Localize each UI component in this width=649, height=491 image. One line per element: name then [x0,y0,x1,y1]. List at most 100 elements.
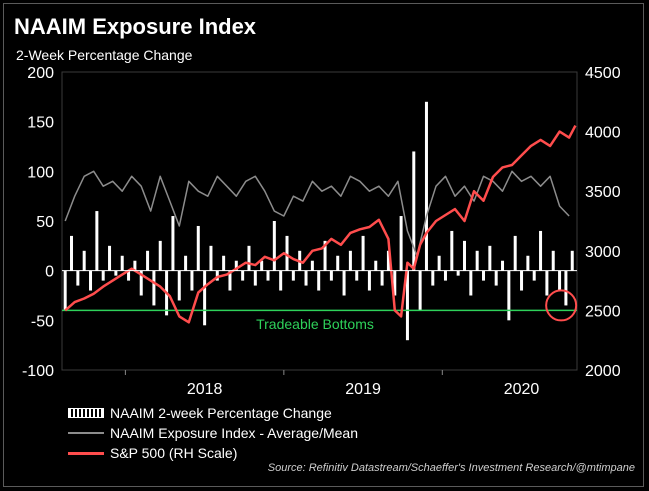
right-tick-label: 2500 [585,303,621,320]
chart-subtitle: 2-Week Percentage Change [16,47,193,63]
left-tick-label: 150 [27,115,54,132]
bar [304,270,308,286]
bar [234,260,238,271]
bar [412,151,416,271]
plot-area [61,71,578,371]
left-tick-label: -50 [31,313,54,330]
bar [342,270,346,296]
bar [228,270,232,291]
bar [355,270,359,281]
bar [329,270,333,281]
highlight-circle [545,289,578,322]
bar [437,255,441,271]
right-tick-label: 4000 [585,125,621,142]
bar [266,270,270,281]
bar [70,235,74,271]
bar [507,270,511,321]
bar [450,230,454,271]
right-tick-label: 3500 [585,184,621,201]
bar [120,255,124,271]
bar [513,235,517,271]
bar [63,270,67,311]
bar [545,270,549,296]
bar [532,270,536,281]
x-tick-label: 2019 [345,381,381,398]
bar [76,270,80,286]
bar [317,270,321,291]
bar [272,221,276,271]
right-tick-label: 2000 [585,363,621,380]
left-tick-label: 50 [36,214,54,231]
bar [158,240,162,271]
legend-item-sp500: S&P 500 (RH Scale) [68,445,237,461]
bar [361,235,365,271]
bar [291,270,295,281]
bar [241,270,245,281]
bar [152,270,156,306]
bar [247,245,251,271]
red-line-icon [68,451,104,455]
bar [260,260,264,271]
sp500-line [64,125,577,324]
bar [114,270,118,276]
lines-layer [62,125,577,324]
bar [386,250,390,271]
bar [196,225,200,271]
bar [279,270,283,291]
bar [431,270,435,286]
bar [348,250,352,271]
right-tick-label: 4500 [585,65,621,82]
bar [139,270,143,296]
bar [462,240,466,271]
bar-pattern-icon [68,408,104,418]
axes-layer: -100 -50 0 50 100 150 200 2000 2500 3000 3500 4000 4… [22,65,621,398]
bar [399,216,403,271]
left-tick-label: 100 [27,164,54,181]
bar [564,270,568,306]
bar [570,250,574,271]
bar [418,270,422,311]
bar [190,270,194,291]
source-credit: Source: Refinitiv Datastream/Schaeffer's… [267,462,635,474]
left-tick-label: 0 [45,264,54,281]
bar [203,270,207,326]
bar [133,260,137,271]
bar [539,230,543,271]
bar [558,270,562,291]
bar [424,101,428,271]
bar [95,211,99,271]
bar [209,245,213,271]
bar [393,270,397,296]
bar [526,255,530,271]
right-tick-label: 3000 [585,244,621,261]
bar [215,270,219,281]
bar [488,245,492,271]
exposure-index-line [64,170,570,257]
bar [380,270,384,286]
legend-label-exposure: NAAIM Exposure Index - Average/Mean [110,425,358,441]
bar [456,270,460,276]
bar [177,270,181,301]
bar [108,245,112,271]
bar [101,270,105,281]
bar [405,270,409,341]
bar [323,240,327,271]
bar [127,270,131,281]
left-tick-label: 200 [27,65,54,82]
bar [184,255,188,271]
bar [222,255,226,271]
bar [494,270,498,286]
bar [146,250,150,271]
bar [171,216,175,271]
bar [475,250,479,271]
bar [501,260,505,271]
x-tick-label: 2020 [504,381,540,398]
legend-item-bars: NAAIM 2-week Percentage Change [68,405,332,421]
bar [89,270,93,291]
bar [253,270,257,286]
bar [374,260,378,271]
bar [482,270,486,281]
bar [285,235,289,271]
bar [367,270,371,291]
x-tick-label: 2018 [187,381,223,398]
